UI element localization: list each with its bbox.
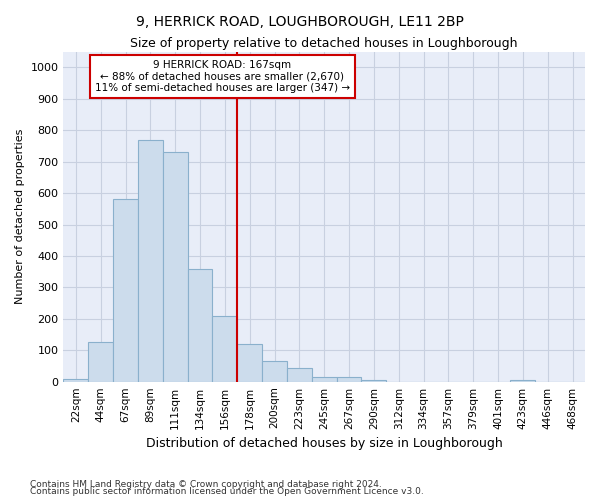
Bar: [113, 200, 138, 382]
Bar: [312, 377, 337, 382]
Bar: [188, 268, 212, 382]
Text: Contains HM Land Registry data © Crown copyright and database right 2024.: Contains HM Land Registry data © Crown c…: [30, 480, 382, 489]
Text: 9, HERRICK ROAD, LOUGHBOROUGH, LE11 2BP: 9, HERRICK ROAD, LOUGHBOROUGH, LE11 2BP: [136, 15, 464, 29]
Title: Size of property relative to detached houses in Loughborough: Size of property relative to detached ho…: [130, 38, 518, 51]
Bar: [237, 344, 262, 382]
Bar: [361, 380, 386, 382]
Text: 9 HERRICK ROAD: 167sqm
← 88% of detached houses are smaller (2,670)
11% of semi-: 9 HERRICK ROAD: 167sqm ← 88% of detached…: [95, 60, 350, 93]
Bar: [212, 316, 237, 382]
Bar: [64, 378, 88, 382]
Text: Contains public sector information licensed under the Open Government Licence v3: Contains public sector information licen…: [30, 487, 424, 496]
Bar: [511, 380, 535, 382]
Y-axis label: Number of detached properties: Number of detached properties: [15, 129, 25, 304]
Bar: [163, 152, 188, 382]
Bar: [262, 362, 287, 382]
Bar: [138, 140, 163, 382]
Bar: [287, 368, 312, 382]
X-axis label: Distribution of detached houses by size in Loughborough: Distribution of detached houses by size …: [146, 437, 503, 450]
Bar: [337, 377, 361, 382]
Bar: [88, 342, 113, 382]
